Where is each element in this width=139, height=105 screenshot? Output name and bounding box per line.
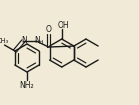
Text: N: N [21, 35, 27, 45]
Text: NH₂: NH₂ [20, 81, 34, 90]
Text: N: N [34, 35, 40, 45]
Text: H: H [38, 40, 43, 45]
Text: O: O [46, 25, 52, 33]
Text: CH₃: CH₃ [0, 38, 8, 44]
Text: OH: OH [58, 21, 70, 30]
